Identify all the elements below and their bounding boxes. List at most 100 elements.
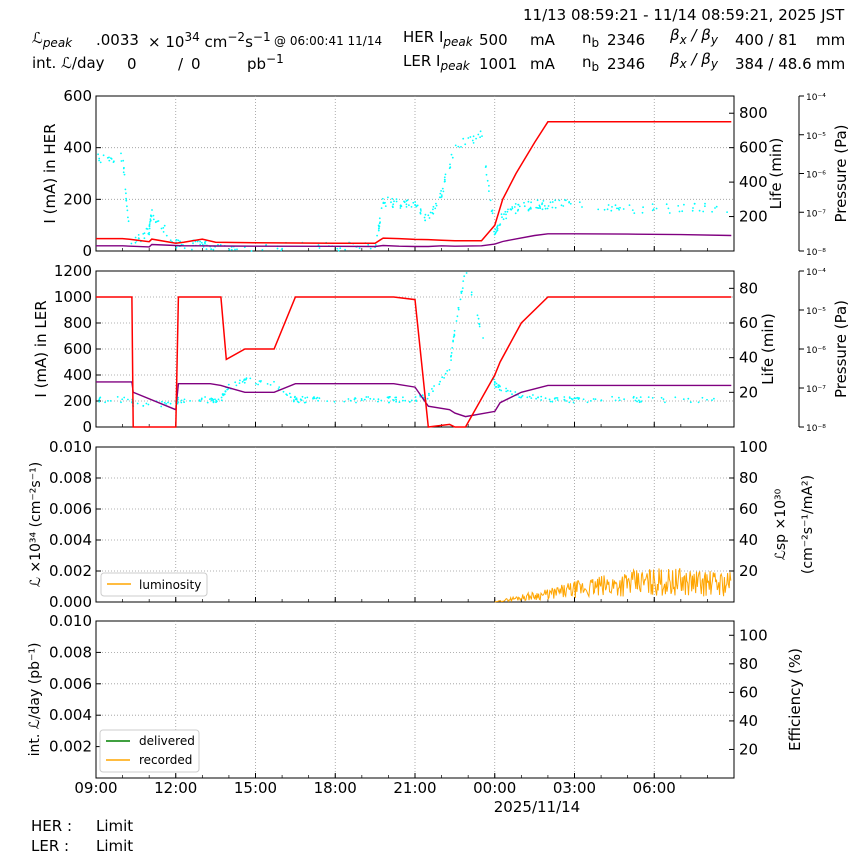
ler-pressure-point: [292, 400, 295, 403]
her-pressure-point: [607, 204, 610, 206]
her-pressure-point: [704, 205, 706, 208]
her-pressure-point: [127, 216, 129, 219]
panel-3-ytick-label: 0.002: [49, 738, 92, 756]
ler-pressure-point: [701, 396, 704, 399]
her-pressure-point: [606, 208, 609, 211]
ler-pressure-point: [136, 402, 139, 405]
ler-pressure-point: [509, 390, 512, 393]
ler-pressure-point: [318, 397, 321, 400]
ler-pressure-point: [255, 382, 257, 385]
panel-0-y2tick-label: 400: [739, 173, 768, 191]
ler-pressure-point: [289, 396, 292, 398]
ler-pressure-point: [299, 398, 302, 401]
ler-pressure-point: [662, 398, 665, 401]
ler-pressure-point: [160, 405, 163, 408]
ler-pressure-point: [363, 398, 366, 401]
ler-pressure-point: [212, 401, 215, 404]
her-pressure-point: [210, 248, 213, 251]
her-pressure-point: [536, 199, 539, 202]
her-pressure-point: [122, 171, 125, 174]
her-pressure-point: [156, 220, 159, 223]
her-pressure-point: [123, 173, 126, 176]
her-pressure-point: [450, 153, 453, 156]
ler-pressure-point: [456, 315, 459, 318]
her-y2label: Life (min): [767, 138, 785, 210]
ler-pressure-point: [421, 394, 424, 397]
her-pressure-point: [481, 135, 483, 138]
ler-pressure-point: [343, 400, 346, 403]
her-pressure-point: [434, 207, 437, 210]
ler-pressure-point: [243, 381, 246, 384]
ler-pressure-point: [402, 399, 404, 402]
ler-pressure-point: [431, 388, 433, 390]
ler-pressure-point: [457, 308, 460, 311]
her-pressure-point: [494, 228, 497, 231]
her-beta-unit: mm: [816, 31, 846, 49]
her-pressure-point: [358, 247, 361, 250]
her-pressure-point: [726, 211, 728, 214]
ler-pressure-point: [317, 399, 319, 402]
ler-pressure-point: [295, 398, 298, 401]
ler-pressure-point: [369, 397, 372, 400]
intl-unit: pb−1: [247, 52, 284, 73]
her-pressure-point: [502, 218, 505, 221]
her-pressure-point: [410, 206, 413, 208]
ler-pressure-point: [372, 398, 375, 400]
her-pressure-point: [442, 190, 445, 193]
ler-pressure-point: [180, 401, 183, 404]
ler-pressure-point: [395, 398, 397, 401]
ler-pressure-point: [180, 399, 183, 402]
ler-pressure-point: [639, 396, 642, 398]
panel-1-ytick-label: 800: [63, 314, 92, 332]
panel-2-y2tick-label: 40: [739, 531, 758, 549]
ler-pressure-point: [687, 397, 690, 400]
ler-pressure-point: [221, 393, 224, 395]
her-pressure-point: [462, 137, 465, 140]
panel-0-ytick-label: 200: [63, 190, 92, 208]
panel-2-ytick-label: 0.008: [49, 469, 92, 487]
ler-pressure-point: [273, 380, 275, 383]
her-pressure-point: [528, 207, 531, 210]
ler-pressure-point: [478, 325, 481, 328]
ler-pressure-point: [199, 400, 202, 403]
her-pressure-point: [344, 248, 346, 251]
lpeak-value: .0033: [96, 31, 139, 49]
her-pressure-point: [551, 206, 554, 209]
panel-3-ytick-label: 0.008: [49, 643, 92, 661]
ler-pressure-point: [165, 403, 168, 405]
ler-pressure-point: [660, 396, 663, 399]
her-pressure-point: [614, 204, 617, 207]
ler-pressure-point: [647, 396, 650, 398]
her-pressure-point: [565, 199, 567, 202]
panel-3-ytick-label: 0.006: [49, 675, 92, 693]
her-pressure-point: [554, 206, 557, 209]
her-pressure-point: [507, 208, 509, 211]
her-pressure-point: [380, 207, 383, 210]
her-pressure-point: [560, 204, 563, 207]
x-tick-label: 00:00: [473, 779, 516, 797]
x-tick-label: 03:00: [553, 779, 596, 797]
her-pressure-point: [427, 214, 430, 217]
ler-pressure-point: [349, 399, 352, 402]
her-pressure-point: [150, 214, 152, 217]
ler-ipeak-value: 1001: [479, 55, 518, 73]
ler-pressure-point: [209, 398, 211, 401]
her-pressure-point: [692, 207, 694, 209]
ler-pressure-point: [635, 397, 638, 399]
ler-pressure-point: [292, 399, 295, 401]
ler-pressure-point: [169, 402, 172, 405]
her-pressure-point: [137, 234, 140, 236]
her-pressure-point: [493, 230, 495, 233]
ler-pressure-point: [428, 392, 430, 395]
ler-pressure-point: [514, 391, 517, 393]
ler-pressure-point: [563, 396, 566, 398]
her-pressure-point: [491, 212, 494, 215]
her-pressure-point: [514, 212, 517, 215]
her-pressure-point: [546, 207, 549, 210]
her-pressure-point: [149, 219, 152, 222]
panel-3-y2tick-label: 40: [739, 712, 758, 730]
ler-pressure-point: [618, 396, 620, 399]
her-pressure-point: [383, 202, 385, 205]
footer-her-status: Limit: [96, 817, 134, 835]
her-pressure-point: [376, 234, 378, 237]
